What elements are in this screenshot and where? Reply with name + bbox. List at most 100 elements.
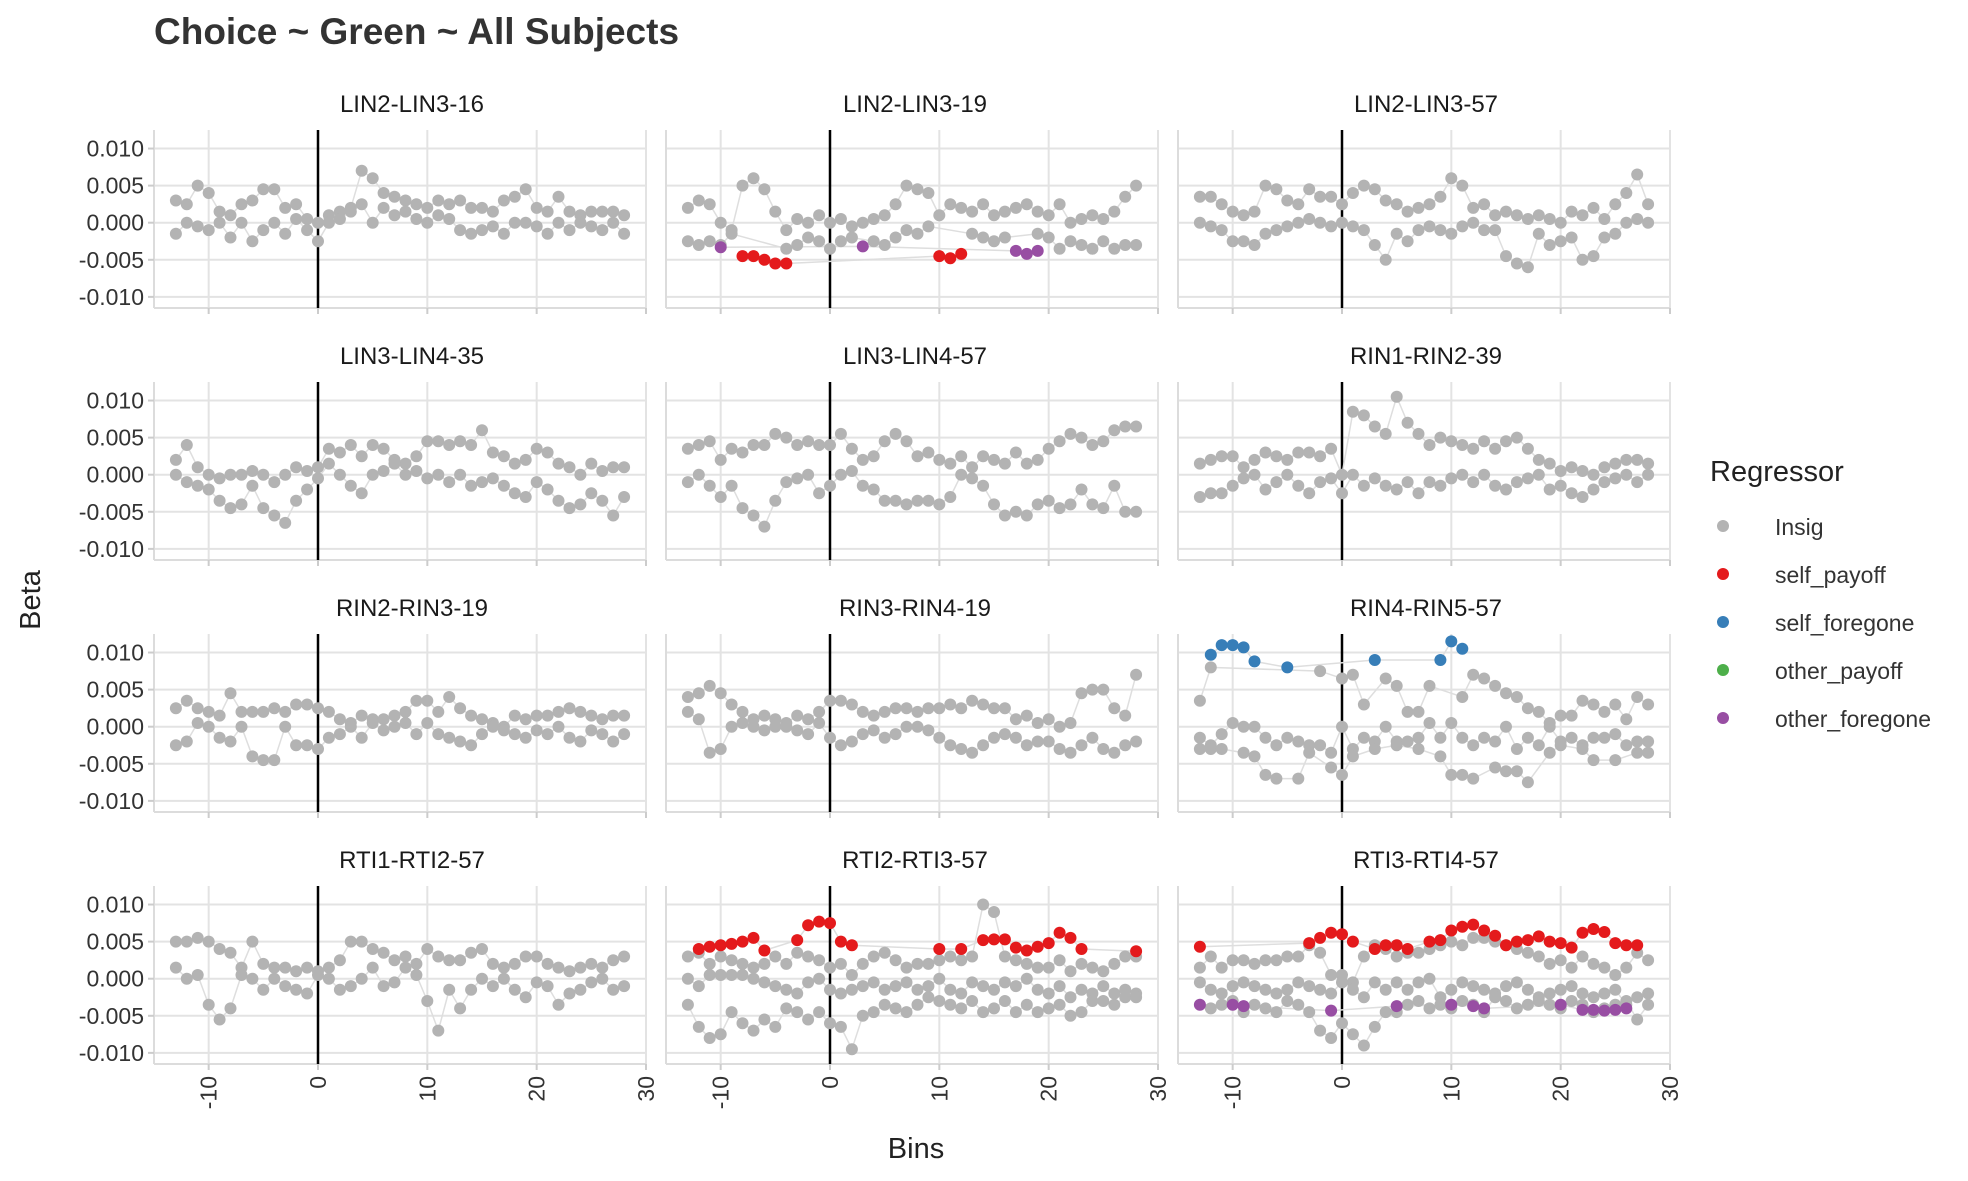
data-point [1642, 216, 1655, 229]
data-point [1281, 731, 1294, 744]
data-point [1467, 476, 1480, 489]
y-tick-label: 0.000 [86, 210, 144, 236]
y-tick-label: -0.005 [79, 247, 144, 273]
data-point [1226, 450, 1239, 463]
data-point [1587, 698, 1600, 711]
data-point [1609, 472, 1622, 485]
data-point [780, 431, 793, 444]
data-point [246, 935, 259, 948]
data-point [922, 220, 935, 233]
data-point [1346, 405, 1359, 418]
data-point [1423, 717, 1436, 729]
data-point [1325, 190, 1338, 203]
data-point [1336, 928, 1348, 941]
data-point [443, 476, 456, 489]
data-point [585, 957, 598, 970]
data-point [856, 1009, 869, 1022]
data-point [563, 987, 576, 1000]
data-point [867, 213, 880, 225]
data-point [563, 731, 576, 744]
data-point [508, 457, 521, 470]
data-point [432, 728, 445, 741]
data-point [1445, 768, 1458, 781]
data-point [235, 705, 248, 718]
data-point [1303, 446, 1316, 459]
data-point [213, 731, 226, 744]
data-point [845, 1043, 858, 1056]
data-point [290, 213, 303, 225]
data-point [1401, 416, 1414, 429]
data-point [1042, 735, 1055, 748]
data-point [1119, 709, 1132, 722]
data-point [476, 424, 488, 437]
data-point [202, 935, 215, 948]
data-point [1489, 991, 1502, 1004]
data-point [922, 980, 935, 993]
facet-panel: RTI2-RTI3-57 -10 0 10 20 30 [665, 847, 1171, 1109]
legend-key [1717, 712, 1729, 724]
data-point [1489, 442, 1502, 455]
data-point [596, 961, 609, 974]
data-point [1270, 450, 1283, 463]
data-point [911, 494, 924, 507]
data-point [955, 954, 968, 967]
data-point [607, 983, 620, 996]
data-point [1368, 943, 1381, 955]
data-point [1532, 930, 1545, 943]
data-point [1521, 998, 1534, 1011]
data-point [988, 933, 1000, 946]
data-point [725, 698, 738, 711]
data-point [681, 972, 694, 985]
data-point [333, 468, 346, 481]
data-point [922, 957, 935, 970]
data-point [191, 179, 204, 192]
data-point [1270, 772, 1283, 785]
data-point [1598, 476, 1611, 489]
data-point [1281, 661, 1294, 674]
data-point [867, 450, 880, 463]
data-point [585, 487, 598, 500]
data-point [1576, 209, 1589, 222]
data-point [1325, 1004, 1338, 1017]
data-point [1303, 937, 1316, 950]
data-point [443, 213, 456, 225]
data-point [889, 427, 902, 440]
data-point [1314, 739, 1327, 752]
data-point [780, 257, 793, 270]
data-point [1434, 750, 1447, 763]
data-point [1554, 479, 1567, 492]
data-point [1108, 746, 1121, 759]
data-point [1009, 731, 1022, 744]
data-point [1119, 950, 1132, 963]
data-point [465, 946, 478, 959]
data-point [1130, 239, 1143, 251]
data-point [681, 998, 694, 1011]
data-point [180, 216, 193, 229]
series-line [720, 245, 1038, 255]
data-point [563, 702, 576, 715]
data-point [1642, 468, 1655, 481]
data-point [1445, 924, 1458, 937]
data-point [966, 976, 979, 989]
data-point [1097, 213, 1110, 225]
data-point [508, 216, 521, 229]
data-point [1193, 190, 1206, 203]
data-point [246, 194, 259, 207]
data-point [758, 439, 771, 451]
y-tick-label: -0.010 [79, 536, 144, 562]
facet-strip-label: RTI3-RTI4-57 [1353, 847, 1499, 874]
data-point [1598, 213, 1611, 225]
data-point [1543, 213, 1556, 225]
data-point [813, 705, 826, 718]
data-point [235, 198, 248, 211]
data-point [1478, 924, 1491, 937]
data-point [191, 969, 204, 981]
data-point [1609, 754, 1622, 767]
y-tick-label: 0.005 [86, 677, 144, 703]
data-point [791, 724, 804, 737]
x-tick-label: 20 [524, 1076, 550, 1102]
data-point [1445, 998, 1458, 1011]
data-point [246, 972, 259, 985]
data-point [519, 491, 532, 503]
data-point [1620, 739, 1633, 752]
